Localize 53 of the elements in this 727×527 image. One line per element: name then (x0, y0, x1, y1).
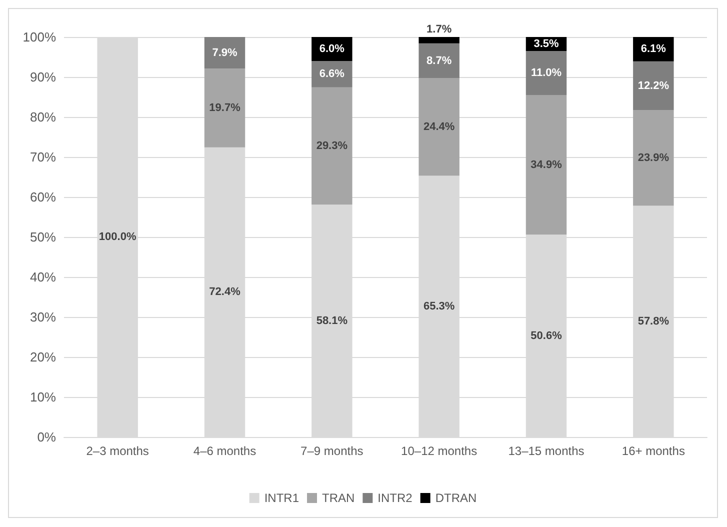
y-tick-label: 100% (22, 30, 56, 44)
data-label: 7.9% (212, 46, 238, 59)
data-label: 29.3% (316, 140, 348, 152)
y-tick-label: 50% (30, 230, 56, 244)
bar (312, 61, 352, 88)
data-label: 6.0% (319, 43, 345, 55)
legend-label: DTRAN (435, 491, 477, 505)
data-label: 24.4% (423, 121, 455, 133)
y-tick-label: 80% (30, 110, 56, 124)
bar (418, 37, 460, 44)
x-tick-label: 4–6 months (193, 444, 256, 458)
bar (204, 68, 246, 148)
data-label: 72.4% (209, 286, 241, 298)
legend-label: TRAN (322, 491, 355, 505)
y-tick-label: 30% (30, 310, 56, 324)
bar (526, 51, 567, 95)
bar (633, 61, 674, 110)
bar (418, 43, 460, 78)
data-label: 12.2% (638, 80, 670, 92)
x-tick-label: 16+ months (622, 444, 685, 458)
data-label: 50.6% (530, 330, 562, 342)
data-label: 6.6% (319, 68, 345, 80)
bar (312, 87, 352, 205)
data-label: 19.7% (209, 102, 241, 114)
x-tick-label: 10–12 months (401, 444, 478, 458)
y-tick-label: 40% (30, 270, 56, 284)
bar (526, 95, 567, 235)
data-label: 100.0% (98, 231, 136, 243)
x-tick-label: 13–15 months (508, 444, 584, 458)
data-label: 58.1% (316, 314, 348, 327)
data-label: 11.0% (530, 67, 562, 79)
bar (633, 37, 674, 62)
x-tick-label: 2–3 months (86, 444, 149, 458)
x-tick-label: 7–9 months (300, 444, 364, 458)
data-label: 3.5% (534, 38, 559, 50)
data-label: 8.7% (426, 54, 452, 67)
data-label: 65.3% (423, 300, 455, 312)
bar (418, 78, 460, 176)
legend-label: INTR1 (264, 491, 300, 505)
bar (633, 110, 674, 206)
y-tick-label: 90% (30, 70, 56, 84)
bar (204, 37, 246, 69)
data-label: 23.9% (638, 152, 670, 164)
y-tick-label: 20% (30, 350, 56, 364)
y-tick-label: 0% (37, 430, 56, 444)
data-label: 34.9% (530, 158, 562, 171)
y-tick-label: 60% (30, 190, 56, 204)
legend-label: INTR2 (378, 491, 413, 505)
data-label: 57.8% (638, 315, 670, 328)
y-tick-label: 70% (30, 150, 56, 164)
data-label: 6.1% (640, 43, 666, 56)
data-label: 1.7% (426, 24, 452, 36)
y-tick-label: 10% (30, 390, 56, 404)
